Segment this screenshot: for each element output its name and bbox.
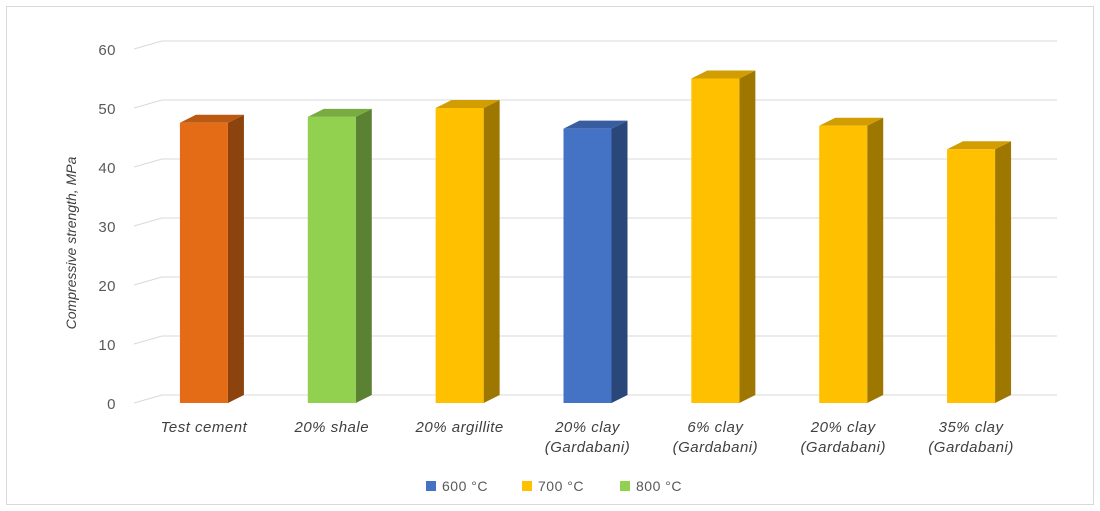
bar-side bbox=[483, 100, 500, 403]
bar bbox=[563, 120, 628, 404]
bar-front bbox=[819, 125, 868, 403]
bar-top bbox=[819, 117, 884, 126]
bar-top bbox=[691, 70, 756, 79]
bar-front bbox=[947, 149, 996, 403]
y-tick-label: 50 bbox=[98, 101, 116, 118]
y-tick-label: 10 bbox=[98, 337, 116, 354]
bars bbox=[179, 70, 1012, 404]
legend: 600 °C 700 °C 800 °C bbox=[426, 478, 682, 494]
bar bbox=[435, 100, 500, 403]
category-label: Test cement bbox=[161, 419, 248, 436]
category-label: 20% shale bbox=[294, 419, 370, 436]
legend-swatch bbox=[426, 481, 436, 491]
category-labels: Test cement 20% shale 20% argillite 20% cla… bbox=[161, 419, 1014, 456]
bar bbox=[691, 70, 756, 403]
bar-side bbox=[867, 117, 884, 403]
bar-top bbox=[179, 114, 244, 123]
gridline-diag bbox=[133, 217, 163, 227]
gridline-diag bbox=[133, 99, 163, 109]
legend-swatch bbox=[522, 481, 532, 491]
bar-top bbox=[947, 141, 1012, 150]
gridline-diag bbox=[133, 158, 163, 168]
gridline-diag bbox=[133, 276, 163, 286]
bar bbox=[307, 108, 372, 403]
gridline-diag bbox=[133, 40, 163, 50]
bar bbox=[179, 114, 244, 403]
bar-side bbox=[227, 114, 244, 403]
bar-side bbox=[355, 108, 372, 403]
bar-side bbox=[995, 141, 1012, 404]
bar-front bbox=[435, 108, 484, 403]
gridline-diag bbox=[133, 335, 163, 345]
category-label: 6% clay (Gardabani) bbox=[673, 419, 759, 456]
y-tick-label: 40 bbox=[98, 160, 116, 177]
category-label: 20% clay (Gardabani) bbox=[800, 419, 886, 456]
category-label: 35% clay (Gardabani) bbox=[928, 419, 1014, 456]
bar-front bbox=[179, 122, 228, 403]
bar-top bbox=[435, 100, 500, 108]
bar-side bbox=[611, 120, 628, 404]
bar bbox=[947, 141, 1012, 404]
y-tick-label: 20 bbox=[98, 278, 116, 295]
bar bbox=[819, 117, 884, 403]
legend-label: 800 °C bbox=[636, 478, 682, 494]
y-axis-ticks: 0 10 20 30 40 50 60 bbox=[98, 42, 116, 413]
y-tick-label: 60 bbox=[98, 42, 116, 59]
bar-front bbox=[307, 116, 356, 403]
legend-swatch bbox=[620, 481, 630, 491]
gridline-diag bbox=[133, 394, 163, 404]
bar-top bbox=[563, 120, 628, 129]
y-tick-label: 30 bbox=[98, 219, 116, 236]
y-tick-label: 0 bbox=[107, 396, 116, 413]
bar-front bbox=[691, 78, 740, 403]
legend-label: 600 °C bbox=[442, 478, 488, 494]
category-label: 20% clay (Gardabani) bbox=[545, 419, 631, 456]
bar-front bbox=[563, 128, 612, 403]
category-label: 20% argillite bbox=[415, 419, 504, 436]
bar-top bbox=[307, 108, 372, 117]
legend-label: 700 °C bbox=[538, 478, 584, 494]
y-axis-label: Compressive strength, MPa bbox=[63, 156, 79, 329]
bar-side bbox=[739, 70, 756, 403]
